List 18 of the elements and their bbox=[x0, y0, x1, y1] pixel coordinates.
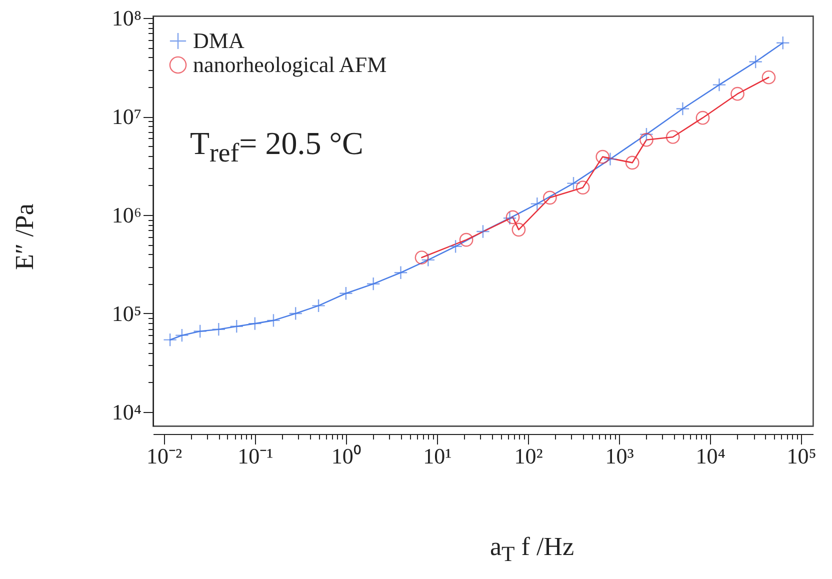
x-tick-label: 10⁵ bbox=[786, 444, 816, 468]
y-tick-label: 10⁸ bbox=[112, 6, 142, 31]
x-tick-label: 10⁻² bbox=[146, 444, 183, 468]
x-tick-label: 10⁰ bbox=[331, 444, 362, 468]
y-axis-title: E″ /Pa bbox=[10, 204, 40, 270]
legend-label: nanorheological AFM bbox=[193, 52, 387, 77]
x-tick-label: 10² bbox=[514, 444, 544, 468]
x-tick-label: 10¹ bbox=[423, 444, 452, 468]
legend-label: DMA bbox=[193, 28, 244, 53]
annotation: T$_{ref}$= 20.5 °C bbox=[190, 125, 364, 168]
x-tick-label: 10⁴ bbox=[696, 444, 726, 468]
y-tick-label: 10⁴ bbox=[112, 399, 142, 424]
x-tick-label: 10⁻¹ bbox=[238, 444, 274, 468]
x-axis-title: a$_{T}$ f /Hz bbox=[490, 532, 574, 568]
y-tick-label: 10⁷ bbox=[112, 104, 142, 130]
x-tick-label: 10³ bbox=[605, 444, 634, 468]
y-tick-label: 10⁶ bbox=[112, 202, 142, 228]
y-tick-label: 10⁵ bbox=[112, 300, 142, 326]
